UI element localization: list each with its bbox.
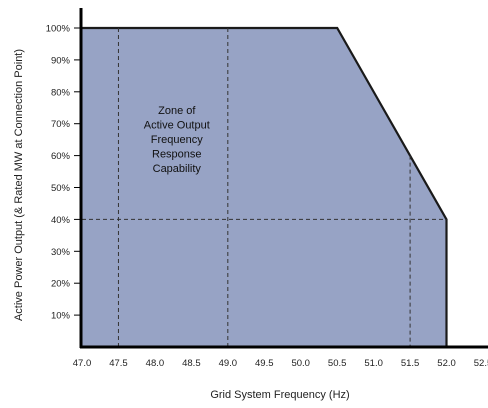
- x-tick-label: 49.5: [255, 358, 274, 369]
- y-axis-title: Active Power Output (& Rated MW at Conne…: [13, 49, 25, 321]
- x-tick-label: 51.5: [401, 358, 420, 369]
- x-tick-label: 47.0: [73, 358, 92, 369]
- zone-annotation-line: Response: [152, 149, 202, 161]
- x-tick-label: 50.5: [328, 358, 347, 369]
- x-tick-label: 49.0: [219, 358, 238, 369]
- x-tick-labels: 47.0 47.5 48.0 48.5 49.0 49.5 50.0 50.5 51.0 51.5…: [73, 358, 488, 369]
- y-tick-label: 40%: [51, 215, 71, 226]
- x-tick-label: 48.5: [182, 358, 201, 369]
- x-tick-label: 52.5: [474, 358, 488, 369]
- zone-annotation: Zone of Active Output Frequency Response Cap…: [144, 105, 210, 175]
- y-tick-label: 80%: [51, 87, 71, 98]
- y-tick-label: 100%: [46, 24, 71, 35]
- x-tick-label: 48.0: [146, 358, 165, 369]
- capability-zone-outline: [82, 26, 448, 347]
- zone-annotation-line: Zone of: [158, 105, 196, 117]
- plot-area: [82, 26, 448, 347]
- zone-annotation-line: Frequency: [151, 134, 203, 146]
- x-axis-title: Grid System Frequency (Hz): [210, 389, 349, 401]
- y-tick-label: 50%: [51, 183, 71, 194]
- x-tick-label: 50.0: [291, 358, 310, 369]
- x-tick-label: 52.0: [437, 358, 456, 369]
- x-tick-label: 51.0: [364, 358, 383, 369]
- zone-annotation-line: Active Output: [144, 120, 210, 132]
- y-tick-label: 10%: [51, 311, 71, 322]
- y-tick-label: 60%: [51, 151, 71, 162]
- axes: [79, 8, 488, 349]
- y-tick-label: 30%: [51, 247, 71, 258]
- y-tick-label: 70%: [51, 119, 71, 130]
- zone-annotation-line: Capability: [153, 163, 202, 175]
- capability-zone-area: [82, 28, 447, 347]
- y-tick-labels: 10% 20% 30% 40% 50% 60% 70% 80% 90% 100%: [46, 24, 80, 322]
- y-tick-label: 90%: [51, 55, 71, 66]
- x-tick-label: 47.5: [109, 358, 128, 369]
- y-tick-label: 20%: [51, 279, 71, 290]
